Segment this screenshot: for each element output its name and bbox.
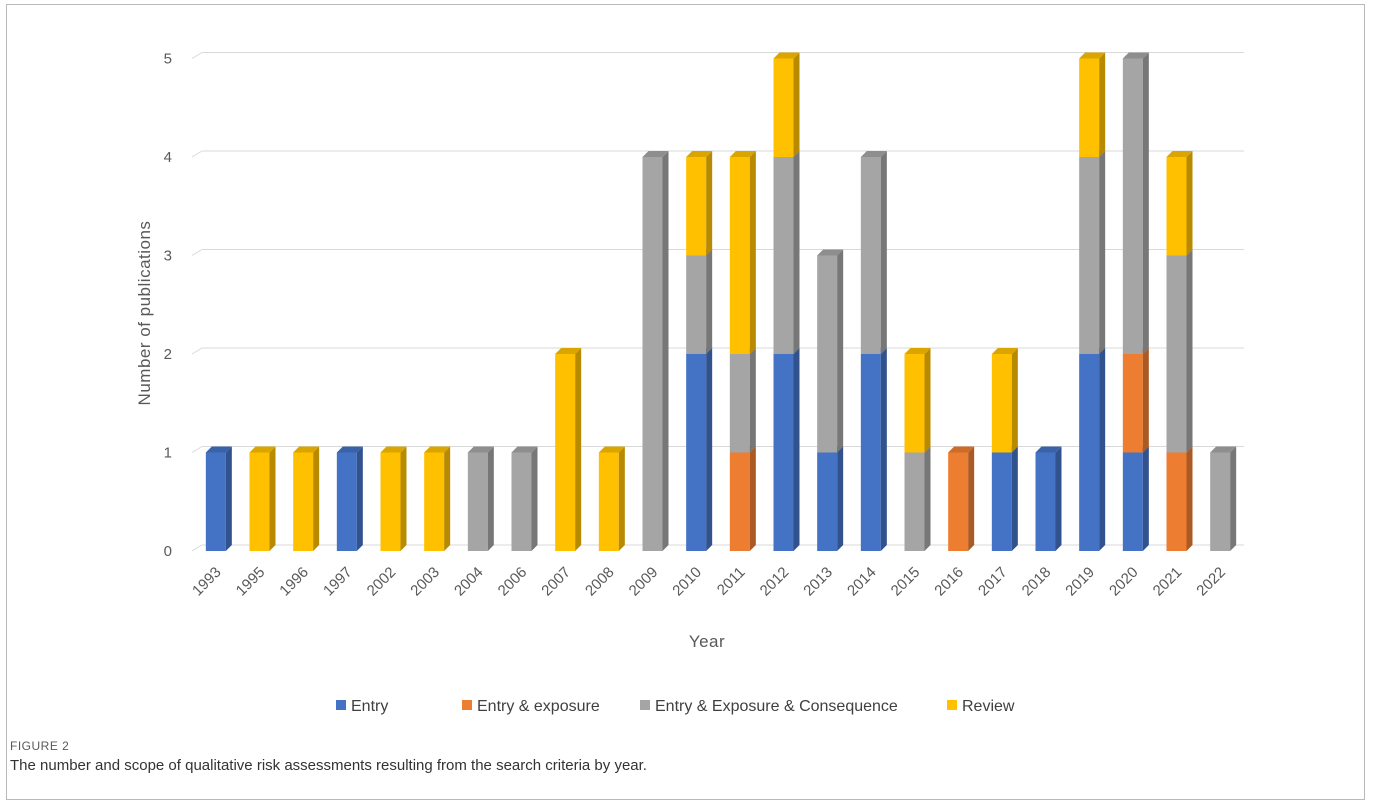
bar-segment (686, 348, 713, 551)
y-axis-ticks: 0 1 2 3 4 5 (164, 51, 172, 561)
figure-caption: The number and scope of qualitative risk… (10, 757, 647, 774)
legend-item: Entry & Exposure & Consequence (640, 698, 898, 715)
x-tick-label: 2002 (364, 564, 400, 600)
bar-segment (729, 446, 756, 551)
x-tick-label: 2007 (538, 564, 574, 600)
gridline-depth (191, 446, 203, 453)
legend-item: Entry & exposure (462, 698, 600, 715)
bar-segment (773, 52, 800, 157)
bar-segment (1166, 249, 1193, 453)
legend-item: Review (947, 698, 1015, 715)
bar-segment (686, 151, 713, 256)
bar-segment (773, 348, 800, 551)
x-tick-label: 2008 (582, 564, 618, 600)
bar-segment (1079, 151, 1106, 354)
legend-label: Entry & exposure (477, 698, 600, 715)
gridline-depth (191, 150, 203, 158)
bar-segment (729, 151, 756, 354)
bar-segment (1166, 151, 1193, 256)
x-tick-label: 2019 (1062, 564, 1098, 600)
y-axis-title: Number of publications (135, 221, 154, 406)
x-tick-label: 1993 (189, 564, 225, 600)
y-tick-label: 0 (164, 543, 172, 560)
bars (205, 52, 1237, 551)
bar-segment (817, 446, 844, 551)
gridline-depth (191, 52, 203, 59)
x-tick-label: 2004 (451, 564, 487, 600)
bar-segment (336, 446, 363, 551)
bar-segment (1210, 446, 1237, 551)
x-tick-label: 2009 (626, 564, 662, 600)
bar-segment (686, 249, 713, 354)
bar-segment (991, 348, 1018, 453)
x-tick-label: 2016 (931, 564, 967, 600)
bar-segment (467, 446, 494, 551)
y-tick-label: 2 (164, 346, 172, 363)
legend-item: Entry (336, 698, 388, 715)
x-axis-ticks: 1993 1995 1996 1997 2002 2003 2004 2006 2007 2008… (189, 564, 1229, 600)
bar-segment (555, 348, 582, 551)
x-tick-label: 2012 (757, 564, 793, 600)
x-tick-label: 1997 (320, 564, 356, 600)
x-tick-label: 1995 (233, 564, 269, 600)
x-tick-label: 2014 (844, 564, 880, 600)
x-tick-label: 2017 (975, 564, 1011, 600)
x-tick-label: 2003 (407, 564, 443, 600)
bar-segment (1122, 446, 1149, 551)
x-tick-label: 2022 (1193, 564, 1229, 600)
bar-segment (904, 348, 931, 453)
bar-segment (817, 249, 844, 453)
x-tick-label: 2010 (669, 564, 705, 600)
x-tick-label: 2015 (888, 564, 924, 600)
legend-label: Entry (351, 698, 388, 715)
y-tick-label: 5 (164, 51, 172, 68)
bar-segment (1035, 446, 1062, 551)
bar-segment (904, 446, 931, 551)
x-tick-label: 1996 (276, 564, 312, 600)
bar-segment (1079, 348, 1106, 551)
x-tick-label: 2018 (1019, 564, 1055, 600)
x-tick-label: 2013 (800, 564, 836, 600)
bar-segment (1122, 52, 1149, 354)
figure-label: FIGURE 2 (10, 739, 70, 753)
bar-segment (1166, 446, 1193, 551)
legend-swatch (462, 700, 472, 710)
bar-segment (1122, 348, 1149, 453)
bar-segment (860, 151, 887, 354)
legend-swatch (947, 700, 957, 710)
y-tick-label: 1 (164, 445, 172, 462)
gridlines (191, 52, 1244, 552)
bar-segment (598, 446, 625, 551)
legend-swatch (336, 700, 346, 710)
x-tick-label: 2011 (714, 564, 749, 599)
bar-segment (511, 446, 538, 551)
legend-label: Entry & Exposure & Consequence (655, 698, 898, 715)
gridline-depth (191, 249, 203, 256)
x-axis-title: Year (689, 632, 725, 651)
bar-segment (205, 446, 232, 551)
x-tick-label: 2021 (1150, 564, 1186, 600)
bar-segment (293, 446, 320, 551)
bar-segment (1079, 52, 1106, 157)
legend-swatch (640, 700, 650, 710)
y-tick-label: 4 (164, 149, 172, 166)
gridline-depth (191, 544, 203, 552)
bar-segment (642, 151, 669, 551)
bar-segment (773, 151, 800, 354)
bar-segment (948, 446, 975, 551)
bar-segment (249, 446, 276, 551)
bar-segment (729, 348, 756, 453)
x-tick-label: 2006 (495, 564, 531, 600)
legend: Entry Entry & exposure Entry & Exposure & … (336, 698, 1015, 715)
gridline-depth (191, 347, 203, 355)
bar-segment (380, 446, 407, 551)
bar-segment (424, 446, 451, 551)
legend-label: Review (962, 698, 1015, 715)
bar-segment (991, 446, 1018, 551)
x-tick-label: 2020 (1106, 564, 1142, 600)
y-tick-label: 3 (164, 248, 172, 265)
bar-segment (860, 348, 887, 551)
